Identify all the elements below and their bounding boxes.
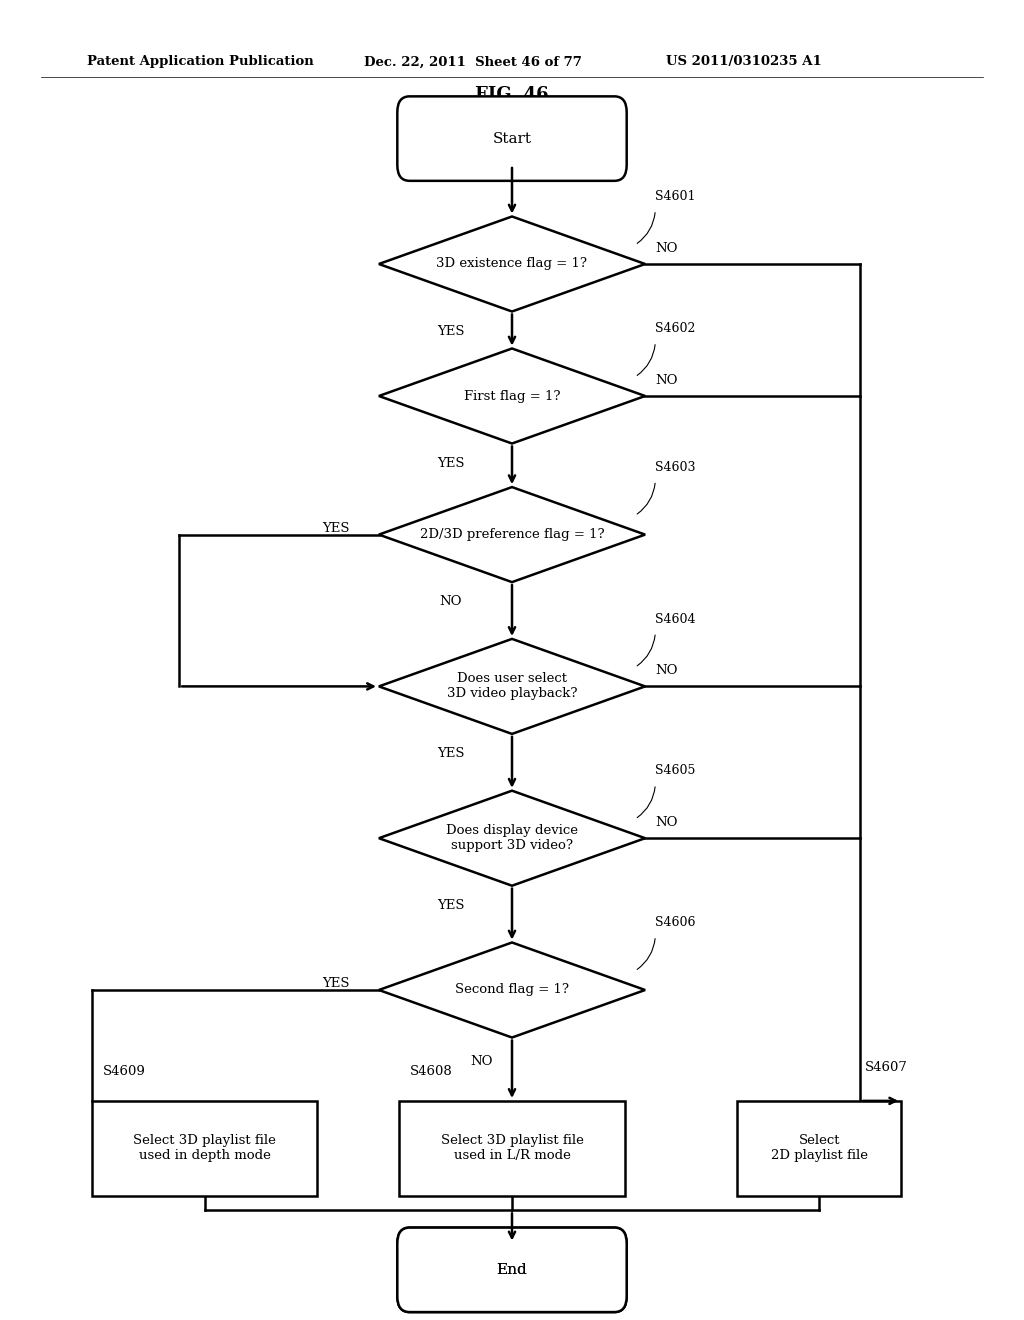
Text: S4606: S4606 bbox=[655, 916, 696, 929]
FancyBboxPatch shape bbox=[397, 1228, 627, 1312]
FancyBboxPatch shape bbox=[737, 1101, 901, 1196]
Text: First flag = 1?: First flag = 1? bbox=[464, 389, 560, 403]
Text: End: End bbox=[497, 1263, 527, 1276]
Text: YES: YES bbox=[437, 899, 464, 912]
Text: S4601: S4601 bbox=[655, 190, 696, 203]
Polygon shape bbox=[379, 791, 645, 886]
Text: US 2011/0310235 A1: US 2011/0310235 A1 bbox=[666, 55, 821, 69]
Text: End: End bbox=[497, 1263, 527, 1276]
Text: S4602: S4602 bbox=[655, 322, 695, 335]
Text: FIG. 46: FIG. 46 bbox=[475, 86, 549, 104]
Text: Does display device
support 3D video?: Does display device support 3D video? bbox=[446, 824, 578, 853]
Text: YES: YES bbox=[323, 977, 350, 990]
Text: NO: NO bbox=[470, 1055, 493, 1068]
Text: S4608: S4608 bbox=[410, 1065, 453, 1078]
Text: Patent Application Publication: Patent Application Publication bbox=[87, 55, 313, 69]
Polygon shape bbox=[379, 639, 645, 734]
Text: S4609: S4609 bbox=[102, 1065, 145, 1078]
Text: NO: NO bbox=[655, 242, 678, 255]
Text: NO: NO bbox=[655, 816, 678, 829]
Text: NO: NO bbox=[655, 374, 678, 387]
Text: Select 3D playlist file
used in depth mode: Select 3D playlist file used in depth mo… bbox=[133, 1134, 276, 1163]
Polygon shape bbox=[379, 487, 645, 582]
Text: NO: NO bbox=[439, 595, 462, 609]
Text: NO: NO bbox=[655, 664, 678, 677]
Text: Select
2D playlist file: Select 2D playlist file bbox=[771, 1134, 867, 1163]
Text: S4603: S4603 bbox=[655, 461, 696, 474]
FancyBboxPatch shape bbox=[397, 1228, 627, 1312]
Text: YES: YES bbox=[437, 457, 464, 470]
Polygon shape bbox=[379, 216, 645, 312]
Text: S4605: S4605 bbox=[655, 764, 695, 777]
Text: Start: Start bbox=[493, 132, 531, 145]
FancyBboxPatch shape bbox=[399, 1101, 625, 1196]
Polygon shape bbox=[379, 348, 645, 444]
Text: YES: YES bbox=[437, 747, 464, 760]
Text: Dec. 22, 2011  Sheet 46 of 77: Dec. 22, 2011 Sheet 46 of 77 bbox=[364, 55, 582, 69]
FancyBboxPatch shape bbox=[397, 96, 627, 181]
Text: S4607: S4607 bbox=[865, 1061, 908, 1074]
Text: Select 3D playlist file
used in L/R mode: Select 3D playlist file used in L/R mode bbox=[440, 1134, 584, 1163]
Text: Does user select
3D video playback?: Does user select 3D video playback? bbox=[446, 672, 578, 701]
Text: 2D/3D preference flag = 1?: 2D/3D preference flag = 1? bbox=[420, 528, 604, 541]
Polygon shape bbox=[379, 942, 645, 1038]
Text: YES: YES bbox=[437, 325, 464, 338]
Text: YES: YES bbox=[323, 521, 350, 535]
Text: Second flag = 1?: Second flag = 1? bbox=[455, 983, 569, 997]
Text: 3D existence flag = 1?: 3D existence flag = 1? bbox=[436, 257, 588, 271]
Text: S4604: S4604 bbox=[655, 612, 696, 626]
FancyBboxPatch shape bbox=[92, 1101, 317, 1196]
